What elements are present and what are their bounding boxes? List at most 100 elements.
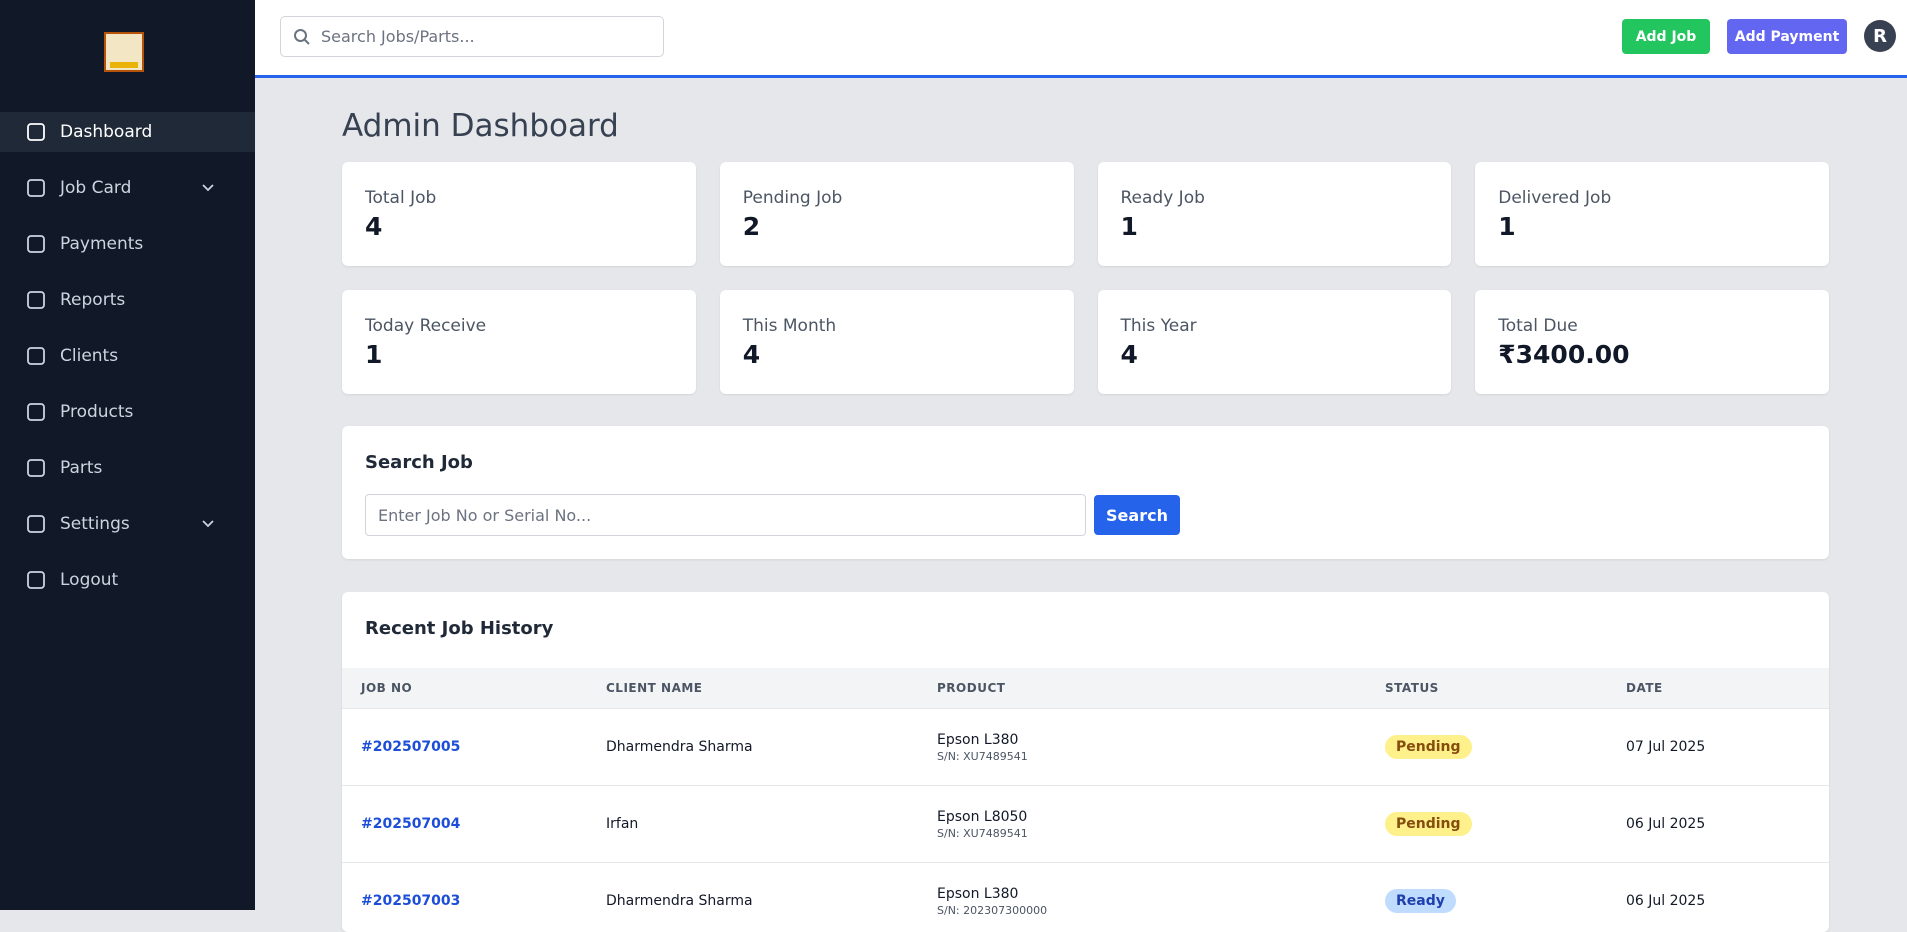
nav-icon <box>27 291 45 309</box>
nav-item[interactable]: Logout <box>0 560 255 600</box>
nav-icon <box>27 123 45 141</box>
stat-cards: Total Job 4 Pending Job 2 Ready Job 1 Delivere… <box>342 162 1829 394</box>
stat-card: This Month 4 <box>719 290 1074 394</box>
status-badge: Ready <box>1385 889 1456 913</box>
stat-label: This Month <box>742 316 837 336</box>
column-header: PRODUCT <box>937 681 1006 695</box>
stat-card: Delivered Job 1 <box>1475 162 1829 266</box>
stat-value: 4 <box>742 340 761 369</box>
nav-label: Settings <box>60 514 130 534</box>
stat-value: 1 <box>1498 212 1516 241</box>
status-cell: Pending <box>1385 735 1626 759</box>
client-name: Dharmendra Sharma <box>606 739 753 755</box>
nav-label: Reports <box>60 290 126 310</box>
search-job-panel: Search Job Enter Job No or Serial No... … <box>342 426 1829 559</box>
stat-value: 4 <box>1120 340 1138 369</box>
nav-icon <box>27 403 45 421</box>
topbar: Search Jobs/Parts... Add Job Add Payment… <box>255 0 1907 78</box>
date: 06 Jul 2025 <box>1626 893 1706 909</box>
product-cell: Epson L380 S/N: XU7489541 <box>937 732 1385 763</box>
serial-no: S/N: XU7489541 <box>937 749 1028 763</box>
sidebar: Dashboard Job Card Payments Reports Clients P… <box>0 0 255 910</box>
stat-label: Delivered Job <box>1498 188 1612 208</box>
client-name: Irfan <box>606 816 639 832</box>
stat-card: Total Due ₹3400.00 <box>1475 290 1829 394</box>
nav-label: Clients <box>60 346 119 366</box>
stat-label: Total Due <box>1498 316 1578 336</box>
column-header: CLIENT NAME <box>606 681 703 695</box>
stat-label: Pending Job <box>742 188 843 208</box>
nav-item[interactable]: Parts <box>0 448 255 488</box>
nav-item[interactable]: Clients <box>0 336 255 376</box>
nav-item[interactable]: Reports <box>0 280 255 320</box>
nav-label: Payments <box>60 234 144 254</box>
logo <box>104 32 144 72</box>
job-link[interactable]: #202507003 <box>361 893 461 909</box>
stat-label: Today Receive <box>365 316 487 336</box>
nav-icon <box>27 179 45 197</box>
column-header: DATE <box>1626 681 1663 695</box>
nav-icon <box>27 347 45 365</box>
stat-value: ₹3400.00 <box>1498 340 1630 369</box>
placeholder: Enter Job No or Serial No... <box>378 505 592 525</box>
stat-value: 2 <box>742 212 761 241</box>
nav-item[interactable]: Settings <box>0 504 255 544</box>
nav-item[interactable]: Job Card <box>0 168 255 208</box>
status-cell: Pending <box>1385 812 1626 836</box>
stat-value: 1 <box>1120 212 1138 241</box>
stat-label: Ready Job <box>1120 188 1205 208</box>
nav-label: Products <box>60 402 134 422</box>
stat-label: Total Job <box>365 188 437 208</box>
date: 06 Jul 2025 <box>1626 816 1706 832</box>
status-badge: Pending <box>1385 812 1472 836</box>
nav-item[interactable]: Payments <box>0 224 255 264</box>
nav-icon <box>27 571 45 589</box>
nav-label: Logout <box>60 570 119 590</box>
table-row: #202507005 Dharmendra Sharma Epson L380 S/N… <box>342 709 1829 786</box>
stat-value: 4 <box>365 212 383 241</box>
stat-card: Today Receive 1 <box>342 290 696 394</box>
product-name: Epson L380 <box>937 885 1019 902</box>
client-name: Dharmendra Sharma <box>606 893 753 909</box>
job-link[interactable]: #202507004 <box>361 816 461 832</box>
nav-icon <box>27 459 45 477</box>
product-cell: Epson L380 S/N: 202307300000 <box>937 886 1385 917</box>
nav-item[interactable]: Products <box>0 392 255 432</box>
nav-item[interactable]: Dashboard <box>0 112 255 152</box>
chevron <box>202 520 214 528</box>
product-cell: Epson L8050 S/N: XU7489541 <box>937 809 1385 840</box>
serial-no: S/N: XU7489541 <box>937 826 1028 840</box>
job-link[interactable]: #202507005 <box>361 739 461 755</box>
product-name: Epson L8050 <box>937 808 1028 825</box>
table-body: #202507005 Dharmendra Sharma Epson L380 S/N… <box>342 709 1829 932</box>
table-row: #202507004 Irfan Epson L8050 S/N: XU7489541… <box>342 786 1829 863</box>
product-name: Epson L380 <box>937 731 1019 748</box>
nav-label: Dashboard <box>60 122 153 142</box>
table-row: #202507003 Dharmendra Sharma Epson L380 S/N… <box>342 863 1829 932</box>
nav-icon <box>27 515 45 533</box>
placeholder: Search Jobs/Parts... <box>321 27 475 46</box>
avatar[interactable]: R <box>1864 20 1896 52</box>
recent-jobs-panel: Recent Job History JOB NO CLIENT NAME PROD… <box>342 592 1829 932</box>
status-badge: Pending <box>1385 735 1472 759</box>
nav-icon <box>27 235 45 253</box>
search-input[interactable]: Search Jobs/Parts... <box>280 16 664 57</box>
add-job-button[interactable]: Add Job <box>1622 19 1710 54</box>
add-payment-button[interactable]: Add Payment <box>1727 19 1847 54</box>
nav-label: Parts <box>60 458 103 478</box>
table-header: JOB NO CLIENT NAME PRODUCT STATUS DATE <box>342 668 1829 709</box>
date: 07 Jul 2025 <box>1626 739 1706 755</box>
stat-card: This Year 4 <box>1097 290 1452 394</box>
page-title: Admin Dashboard <box>342 108 619 144</box>
serial-no: S/N: 202307300000 <box>937 903 1048 917</box>
search-button[interactable]: Search <box>1094 495 1180 535</box>
nav: Dashboard Job Card Payments Reports Clients P… <box>0 112 255 616</box>
stat-label: This Year <box>1120 316 1197 336</box>
stat-card: Total Job 4 <box>342 162 696 266</box>
job-search-input[interactable]: Enter Job No or Serial No... <box>365 494 1086 536</box>
stat-card: Ready Job 1 <box>1097 162 1452 266</box>
column-header: JOB NO <box>361 681 413 695</box>
stat-card: Pending Job 2 <box>719 162 1074 266</box>
nav-label: Job Card <box>60 178 132 198</box>
